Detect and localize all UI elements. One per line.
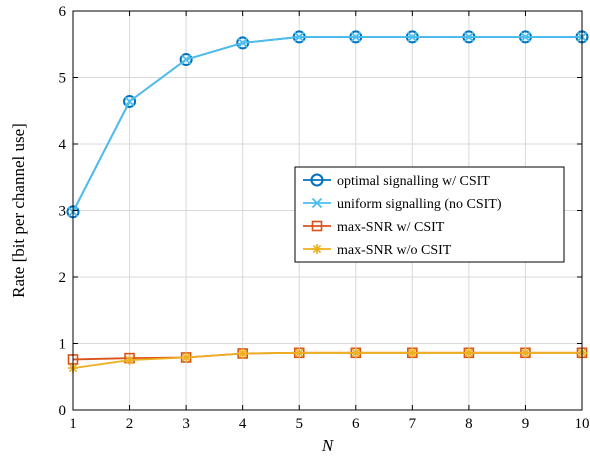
legend-label: max-SNR w/ CSIT [337,220,445,235]
y-tick-label: 1 [59,337,67,353]
y-tick-label: 5 [59,71,67,87]
data-point [124,96,135,107]
legend-marker [312,244,322,254]
x-tick-label: 10 [575,416,590,432]
y-axis-label: Rate [bit per channel use] [9,123,28,298]
data-point [350,347,361,358]
series-2 [67,347,588,365]
x-tick-label: 8 [465,416,473,432]
data-point [237,37,248,49]
legend: optimal signalling w/ CSIT uniform signal… [294,166,565,263]
y-tick-label: 4 [59,137,67,153]
legend-label: max-SNR w/o CSIT [337,243,452,258]
legend-marker [311,197,323,209]
x-tick-label: 4 [239,416,247,432]
data-point [180,54,192,65]
series-line [72,36,582,213]
x-tick-label: 7 [409,416,417,432]
x-tick-label: 6 [352,416,360,432]
data-point [407,347,418,358]
data-point [294,347,305,358]
x-tick-label: 2 [126,416,134,432]
series-3 [68,347,587,374]
x-axis-label: N [321,436,335,455]
x-tick-label: 1 [69,416,77,432]
x-tick-label: 5 [295,416,303,432]
data-point [294,31,305,43]
data-point [407,31,418,43]
legend-marker [311,220,323,232]
data-point [124,355,135,366]
data-point [463,31,475,43]
series-line [72,351,582,369]
data-point [463,347,474,358]
data-point [179,53,193,67]
data-point [181,352,192,363]
series-layer [66,30,589,374]
data-point [520,347,531,358]
y-tick-label: 0 [59,403,67,419]
legend-marker [310,173,324,187]
data-point [123,94,137,108]
legend-box [294,166,565,263]
y-tick-label: 6 [59,4,67,20]
x-tick-label: 3 [182,416,190,432]
x-tick-label: 9 [522,416,530,432]
legend-label: optimal signalling w/ CSIT [337,174,490,189]
data-point [350,31,361,43]
legend-label: uniform signalling (no CSIT) [337,197,502,212]
y-tick-label: 2 [59,270,67,286]
y-tick-label: 3 [59,204,67,220]
series-1 [67,31,588,217]
data-point [237,348,248,359]
data-point [520,31,531,43]
